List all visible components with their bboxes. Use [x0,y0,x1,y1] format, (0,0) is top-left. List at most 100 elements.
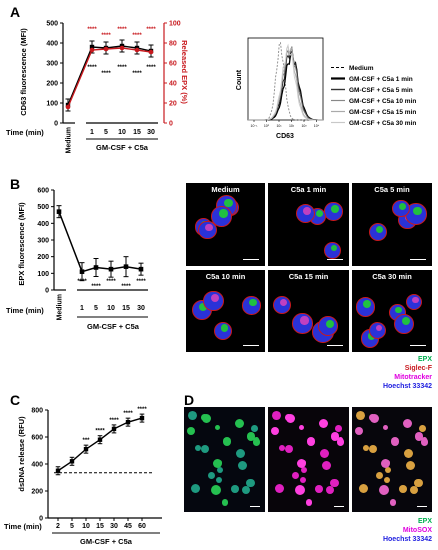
cell [201,413,208,421]
significance-label: **** [146,27,156,33]
significance-label: **** [117,65,127,71]
cell [235,448,245,458]
cell [402,418,413,428]
y-tick-label: 0 [169,121,173,128]
cell [356,410,366,420]
granule [199,302,208,311]
cell [306,437,316,446]
micrograph-c5a-5min: C5a 5 min [352,183,432,266]
panel-c-y-ticks: 0 200 400 600 800 [31,408,48,523]
panel-c-ylabel: dsDNA release (RFU) [17,416,26,492]
data-point [56,209,62,214]
panel-letter-a: A [10,4,21,20]
panel-a-ylabel-right: Released EPX (%) [180,40,189,104]
granule [219,209,228,218]
cell [319,448,329,458]
significance-label: **** [117,27,127,33]
x-tick-label: 15 [133,129,141,136]
histogram-x-ticks: 10⁻¹ 10⁰ 10¹ 10² 10³ 10⁴ [251,120,320,128]
cell [318,418,329,428]
data-point [79,269,85,274]
x-tick-label: 10³ [301,124,307,128]
data-point [138,266,144,272]
significance-label: **** [101,33,111,39]
panel-b-epx-series: **** **** **** **** **** [56,205,146,290]
granule [315,210,323,217]
stain-epx: EPX [417,356,432,363]
stain-epx: EPX [417,518,432,525]
significance-label: **** [123,411,133,417]
x-tick-label: 15 [96,523,104,530]
cell [399,485,408,493]
significance-label: **** [91,284,101,290]
granule [205,223,214,232]
cell [231,485,240,493]
cell [409,485,418,494]
y-tick-label: 400 [31,462,43,469]
x-tick-label: 10² [289,124,295,128]
y-tick-label: 40 [169,81,177,88]
micrograph-label: C5a 30 min [372,272,412,281]
y-tick-label: 800 [31,408,43,415]
series-line [58,211,142,273]
cell [330,432,340,441]
x-tick-label: 30 [110,523,118,530]
significance-label: **** [95,429,105,435]
legend-label: GM-CSF + C5a 30 min [349,120,416,127]
histogram-ylabel: Count [236,69,243,90]
cell [301,467,308,474]
cell [187,426,196,435]
y-tick-label: 0 [45,288,49,295]
data-point [134,47,140,53]
stain-hoechst: Hoechst 33342 [382,536,432,543]
cell [299,477,307,484]
cell [315,485,324,493]
y-tick-label: 500 [46,21,58,28]
micrograph-d-epx-hoechst [184,407,265,512]
significance-label: **** [121,284,131,290]
data-point [55,468,61,473]
granule [331,205,339,213]
panel-a-time-label: Time (min) [6,128,44,137]
panel-c-x-categories: 2 5 10 15 30 45 60 [56,518,146,530]
x-tick-label: 10⁰ [264,124,270,128]
cell [188,410,198,420]
x-tick-label: Medium [66,127,73,153]
cell [241,485,250,494]
cell [215,477,223,484]
significance-label: **** [137,407,147,413]
data-point [65,104,71,110]
granule [398,202,406,210]
panel-a-chart: CD63 fluorescence (MFI) Released EPX (%)… [6,21,189,154]
data-point [89,44,95,50]
significance-label: **** [132,33,142,39]
x-tick-label: 5 [70,523,74,530]
y-tick-label: 0 [54,121,58,128]
granule [303,207,311,215]
panel-c-group-label: GM-CSF + C5a [80,537,133,546]
micrograph-d-mitosox [268,407,349,512]
cell [234,418,245,428]
significance-label: **** [146,65,156,71]
cell [322,460,332,471]
cell [380,458,391,469]
cell [376,472,384,480]
x-tick-label: Medium [57,294,64,320]
cell [222,437,232,446]
cell [389,498,397,506]
cell [221,498,229,506]
stain-hoechst: Hoechst 33342 [382,383,432,390]
x-tick-label: 45 [124,523,132,530]
micrograph-label: Medium [211,185,240,194]
histogram-xlabel: CD63 [276,133,294,140]
panel-a-epx-series: **** **** **** **** **** [65,27,156,110]
cell [194,445,201,452]
data-point [123,264,129,269]
cell [210,485,221,496]
y-tick-label: 100 [46,101,58,108]
y-tick-label: 600 [31,435,43,442]
data-point [69,459,75,464]
y-tick-label: 200 [46,81,58,88]
data-point [97,437,103,442]
